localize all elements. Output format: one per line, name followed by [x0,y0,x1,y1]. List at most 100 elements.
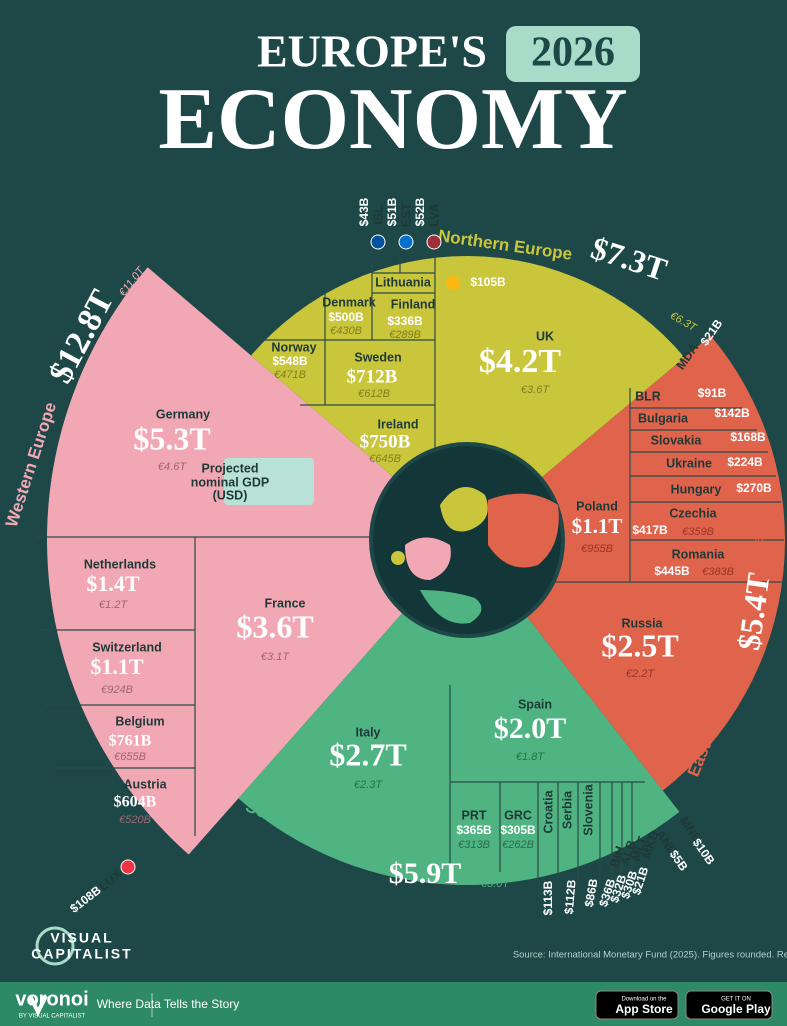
country-eur: €313B [458,839,490,851]
country-usd: $2.0T [494,712,567,745]
country-usd: $604B [114,794,157,811]
legend-box [224,458,314,505]
country-name: Slovenia [581,783,595,835]
legend-text: Projected [202,461,259,475]
country-name: Poland [576,499,618,513]
flag [446,276,460,290]
legend-text: (USD) [213,488,248,502]
country-name: PRT [462,808,487,822]
country-name: Denmark [322,295,376,309]
app-store-bg[interactable] [595,990,679,1020]
country-usd: $1.1T [90,654,144,679]
country-eur: €359B [682,526,714,538]
country-usd: $1.4T [86,571,140,596]
western-sector [46,267,468,855]
small-usd: $21B [697,316,725,348]
country-name: Spain [518,697,552,711]
google-play-label[interactable]: Google Play [701,1002,771,1016]
divider [449,685,645,884]
brand-text: CAPITALIST [31,946,132,962]
small-code: BIH [607,844,627,869]
small-usd: $108B [67,883,104,916]
country-eur: €655B [114,751,146,763]
country-usd: $2.5T [601,627,678,663]
country-eur: €612B [358,388,390,400]
country-usd: $712B [347,366,398,387]
small-usd: $10B [690,836,718,868]
app-store-small[interactable]: Download on the [621,997,667,1003]
google-play-button[interactable]: GET IT ON Google Play [685,990,773,1020]
flag [120,859,136,875]
country-eur: €1.8T [516,751,545,763]
country-name: Hungary [671,482,722,496]
small-code: LVA [427,203,441,226]
country-name: Ukraine [666,456,712,470]
map-north [440,487,488,532]
country-eur: €2.2T [626,668,655,680]
southern-countries: Italy $2.7T €2.3T Spain $2.0T €1.8T PRT … [329,697,718,915]
country-eur: €4.6T [158,461,187,473]
country-name: Czechia [669,506,717,520]
country-usd: $224B [727,455,763,469]
country-name: Finland [391,297,435,311]
google-play-small[interactable]: GET IT ON [721,997,751,1003]
country-usd: $548B [272,354,308,368]
globe-disc [369,442,565,638]
title-line2: ECONOMY [158,71,627,168]
country-eur: €289B [389,329,421,341]
country-name: France [265,596,306,610]
small-usd: $86B [582,877,601,908]
country-name: UK [536,329,554,343]
map-south [420,590,482,624]
map-west [405,537,451,580]
app-store-button[interactable]: Download on the App Store [595,990,679,1020]
country-eur: €1.2T [99,599,128,611]
country-name: Belgium [115,714,164,728]
region-usd: $5.9T [389,857,462,890]
country-name: Ireland [378,417,419,431]
southern-sector [238,540,680,885]
country-usd: $91B [698,386,727,400]
country-eur: €262B [502,839,534,851]
region-eur: €6.3T [668,310,699,335]
brand-icon [35,926,75,966]
google-play-bg[interactable] [685,990,773,1020]
country-name: Croatia [541,789,555,833]
country-name: Austria [123,777,167,791]
country-usd: $1.1T [572,514,623,538]
country-eur: €3.6T [521,384,550,396]
country-usd: $270B [736,481,772,495]
region-usd: $7.3T [587,229,672,287]
country-name: GRC [504,808,532,822]
divider [540,388,785,583]
flag [426,234,442,250]
legend-text: nominal GDP [191,475,269,489]
country-name: Norway [271,340,316,354]
country-name: Bulgaria [638,411,689,425]
small-labels: $43B ISL $51B EST $52B LVA [357,197,442,250]
country-eur: €924B [101,684,133,696]
country-name: Italy [355,725,380,739]
small-code: EST [399,202,413,227]
country-name: Netherlands [84,557,156,571]
app-store-label[interactable]: App Store [615,1002,673,1016]
country-eur: €430B [330,325,362,337]
dividers [36,257,785,884]
northern-sector [251,255,685,540]
country-name: Russia [622,616,664,630]
title-year: 2026 [531,30,615,76]
country-name: Serbia [560,790,574,829]
sectors [46,255,785,885]
country-usd: $305B [500,823,536,837]
country-eur: €383B [702,566,734,578]
map-uk [391,551,405,565]
western-countries: Germany $5.3T €4.6T Projected nominal GD… [67,407,314,916]
globe [369,442,565,638]
flag [398,234,414,250]
country-name: Sweden [354,350,401,364]
small-usd: $113B [541,880,555,915]
country-name: Switzerland [92,640,161,654]
